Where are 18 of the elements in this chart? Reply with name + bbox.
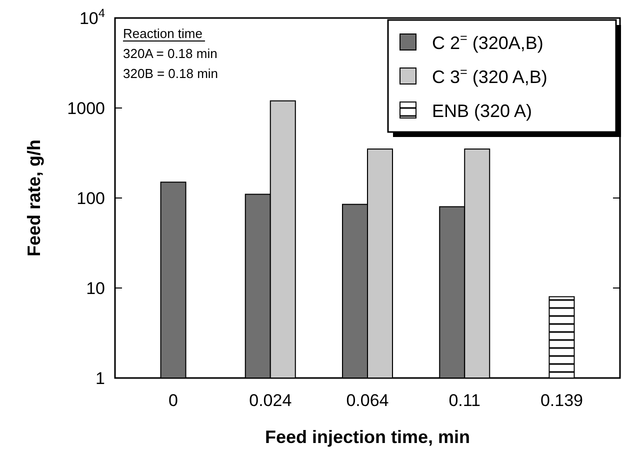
y-tick-label: 1 <box>96 369 105 388</box>
x-tick-label: 0.11 <box>448 391 481 410</box>
legend-label: C 2$^{=}$ (320A,B) <box>432 31 544 53</box>
x-tick-label: 0.064 <box>346 391 389 410</box>
x-axis-title: Feed injection time, min <box>264 427 470 447</box>
annotation: 320A = 0.18 min <box>123 46 218 61</box>
y-tick-label: 1000 <box>67 99 105 118</box>
y-tick-label: 10$^{4}$ <box>79 6 106 28</box>
y-axis-title: Feed rate, g/h <box>24 139 44 257</box>
x-tick-label: 0.139 <box>540 391 584 410</box>
x-tick-label: 0.024 <box>249 391 292 410</box>
x-tick-label: 0 <box>168 391 178 410</box>
y-tick-label: 10 <box>86 279 105 298</box>
legend-label: C 3$^{=}$ (320 A,B) <box>432 65 548 87</box>
y-tick-label: 100 <box>76 189 105 208</box>
legend-label: ENB (320 A) <box>432 101 532 121</box>
annotation: Reaction time <box>123 26 202 41</box>
annotation: 320B = 0.18 min <box>123 66 218 81</box>
